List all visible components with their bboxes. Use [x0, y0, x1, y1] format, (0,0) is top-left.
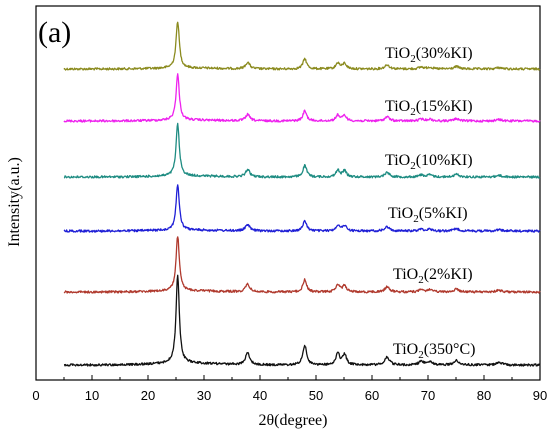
series-line — [63, 236, 541, 294]
series-label: TiO2(5%KI) — [388, 205, 468, 225]
x-tick-label: 70 — [421, 388, 435, 403]
x-tick-label: 90 — [533, 388, 547, 403]
series-label: TiO2(15%KI) — [385, 98, 473, 118]
series-lines — [63, 21, 541, 367]
x-tick-label: 60 — [365, 388, 379, 403]
y-axis-label: Intensity(a.u.) — [6, 157, 23, 247]
series-line — [63, 122, 541, 179]
series-labels: TiO2(30%KI) TiO2(15%KI) TiO2(10%KI) TiO2(5%… — [385, 45, 475, 361]
series-label: TiO2(30%KI) — [385, 45, 473, 65]
panel-label: (a) — [38, 16, 71, 49]
x-tick-label: 10 — [85, 388, 99, 403]
x-tick-label: 30 — [197, 388, 211, 403]
series-line — [63, 21, 541, 71]
x-tick-label: 80 — [477, 388, 491, 403]
x-tick-label: 50 — [309, 388, 323, 403]
plot-frame — [35, 5, 541, 381]
x-tick-label: 40 — [253, 388, 267, 403]
series-line — [63, 184, 541, 233]
series-label: TiO2(350°C) — [393, 341, 475, 361]
x-tick-label: 20 — [141, 388, 155, 403]
series-line — [63, 274, 541, 367]
x-tick-label: 0 — [32, 388, 39, 403]
series-line — [63, 73, 541, 123]
series-label: TiO2(10%KI) — [385, 152, 473, 172]
x-axis-label: 2θ(degree) — [259, 412, 328, 429]
x-axis-ticks: 0 10 20 30 40 50 60 70 80 90 — [32, 375, 547, 403]
plot-border — [35, 5, 541, 381]
series-label: TiO2(2%KI) — [393, 266, 473, 286]
